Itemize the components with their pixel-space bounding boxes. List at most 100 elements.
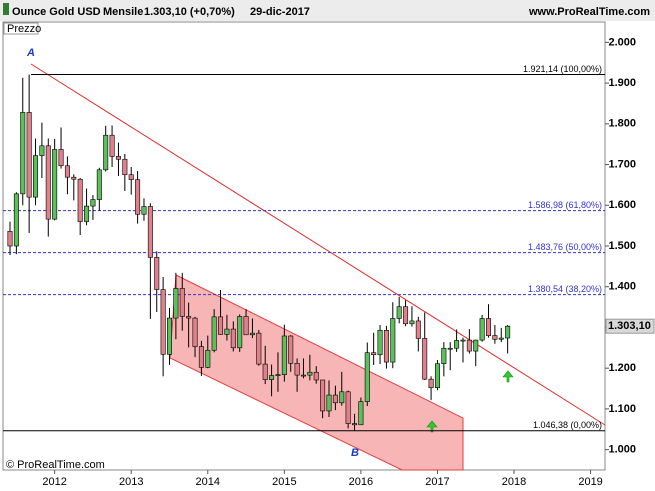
candle-body — [447, 347, 453, 350]
candle-body — [26, 112, 32, 198]
instrument: Ounce Gold USD — [12, 6, 101, 18]
candle-body — [90, 199, 96, 207]
candle-body — [128, 174, 134, 180]
candle-body — [313, 371, 319, 381]
candle-body — [64, 165, 70, 178]
fib-label: 1.586,98 (61,80%) — [528, 200, 602, 210]
header-icon — [3, 3, 9, 15]
website: www.ProRealTime.com — [528, 6, 650, 18]
y-tick-label: 2.000 — [608, 36, 636, 48]
candle-body — [294, 362, 300, 376]
candle-body — [52, 149, 58, 220]
candle-body — [205, 349, 211, 368]
candle-body — [275, 374, 281, 376]
candle-body — [415, 320, 421, 339]
candle-body — [383, 330, 389, 363]
fib-label: 1.483,76 (50,00%) — [528, 242, 602, 252]
date: 29-dic-2017 — [250, 6, 310, 18]
candle-body — [13, 193, 19, 247]
candle-body — [396, 306, 402, 319]
candle-body — [409, 320, 415, 325]
candle-body — [300, 374, 306, 377]
candle-body — [256, 332, 262, 365]
candle-body — [39, 145, 45, 156]
candle-body — [288, 335, 294, 364]
y-tick-label: 1.700 — [608, 158, 636, 170]
price-tag — [605, 318, 655, 334]
legend-box — [3, 22, 39, 35]
y-tick-label: 1.900 — [608, 77, 636, 89]
candle-body — [33, 155, 39, 198]
candle-body — [326, 394, 332, 412]
fib-label: 1.380,54 (38,20%) — [528, 284, 602, 294]
candle-body — [96, 169, 102, 200]
candle-body — [345, 391, 351, 424]
candle-body — [505, 325, 511, 339]
legend-label: Prezzo — [7, 23, 41, 35]
candle-body — [186, 316, 192, 319]
candle-body — [230, 328, 236, 349]
candle-body — [473, 339, 479, 352]
y-tick-label: 1.100 — [608, 403, 636, 415]
candle-body — [377, 330, 383, 356]
candle-body — [167, 317, 173, 355]
candle-body — [122, 158, 128, 176]
candle-body — [307, 371, 313, 376]
x-tick-label: 2016 — [349, 476, 373, 488]
x-tick-label: 2014 — [196, 476, 220, 488]
fib-label: 1.046,38 (0,00%) — [533, 420, 602, 430]
candle-body — [173, 288, 179, 319]
candle-body — [358, 401, 364, 426]
x-tick-label: 2012 — [42, 476, 66, 488]
candle-body — [434, 363, 440, 389]
y-tick-label: 1.600 — [608, 199, 636, 211]
y-tick-label: 1.800 — [608, 118, 636, 130]
candle-body — [179, 288, 185, 317]
last-price: 1.303,10 (+0,70%) — [144, 6, 235, 18]
candle-body — [339, 391, 345, 404]
arrow-up — [502, 370, 514, 383]
y-tick-label: 1.200 — [608, 362, 636, 374]
candle-body — [141, 206, 147, 215]
x-tick-label: 2018 — [502, 476, 526, 488]
candle-body — [371, 352, 377, 356]
candle-body — [428, 378, 434, 389]
candle-body — [211, 316, 217, 351]
y-tick-label: 1.400 — [608, 281, 636, 293]
candle-body — [364, 352, 370, 402]
trend-line — [30, 63, 606, 426]
candle-body — [7, 231, 13, 247]
candle-body — [84, 205, 90, 222]
candle-body — [454, 340, 460, 349]
candle-body — [441, 347, 447, 365]
candle-body — [249, 332, 255, 336]
candle-body — [352, 423, 358, 426]
candle-body — [281, 335, 287, 375]
header-bar — [0, 0, 655, 21]
candle-body — [103, 134, 109, 171]
candle-body — [20, 112, 26, 195]
point-label: A — [26, 47, 35, 59]
candle-body — [403, 306, 409, 325]
candle-body — [422, 338, 428, 380]
x-tick-label: 2015 — [272, 476, 296, 488]
y-tick-label: 1.500 — [608, 240, 636, 252]
candle-body — [262, 363, 268, 380]
candle-body — [485, 318, 491, 336]
x-tick-label: 2019 — [578, 476, 602, 488]
x-tick-label: 2017 — [425, 476, 449, 488]
candle-body — [492, 335, 498, 340]
candle-body — [498, 337, 504, 340]
candle-body — [154, 257, 160, 290]
candle-body — [198, 346, 204, 368]
candle-body — [243, 316, 249, 336]
candle-body — [58, 149, 64, 167]
y-tick-label: 1.000 — [608, 444, 636, 456]
price-tag-label: 1.303,10 — [608, 320, 651, 332]
candle-body — [192, 317, 198, 347]
candle-body — [466, 339, 472, 352]
candle-body — [115, 156, 121, 160]
point-label: B — [351, 447, 359, 459]
candle-body — [237, 316, 243, 349]
